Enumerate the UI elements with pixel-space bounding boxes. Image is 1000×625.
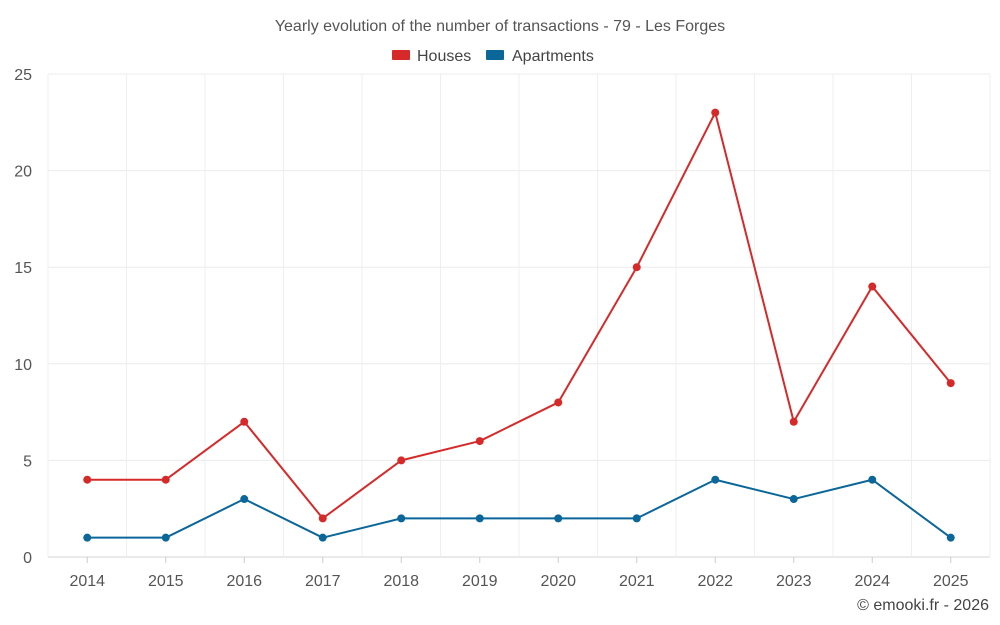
apartments-point-2021[interactable] [632, 514, 641, 523]
houses-series-line [87, 111, 952, 520]
y-tick-label: 5 [23, 453, 32, 470]
apartments-series-line [87, 478, 952, 539]
y-tick-label: 0 [23, 550, 32, 567]
legend-houses-swatch [392, 50, 410, 60]
houses-point-2014[interactable] [83, 475, 92, 484]
houses-point-2022[interactable] [711, 108, 720, 117]
legend: Houses Apartments [392, 48, 594, 65]
houses-point-2019[interactable] [475, 437, 484, 446]
apartments-point-2014[interactable] [83, 533, 92, 542]
houses-point-2025[interactable] [946, 379, 955, 388]
series-layer [83, 108, 955, 542]
houses-point-2024[interactable] [868, 282, 877, 291]
apartments-point-2015[interactable] [161, 533, 170, 542]
x-tick-label: 2018 [383, 573, 419, 590]
x-tick-label: 2025 [933, 573, 969, 590]
x-tick-label: 2021 [619, 573, 655, 590]
apartments-point-2024[interactable] [868, 475, 877, 484]
apartments-point-2025[interactable] [946, 533, 955, 542]
houses-point-2023[interactable] [789, 417, 798, 426]
x-tick-label: 2023 [776, 573, 812, 590]
chart-title: Yearly evolution of the number of transa… [275, 18, 725, 35]
houses-point-2017[interactable] [318, 514, 327, 523]
x-tick-label: 2015 [148, 573, 184, 590]
apartments-point-2018[interactable] [397, 514, 406, 523]
legend-apartments-swatch [486, 50, 504, 60]
x-tick-label: 2019 [462, 573, 498, 590]
x-tick-label: 2022 [697, 573, 733, 590]
y-tick-label: 20 [14, 164, 32, 181]
x-axis: 2014 2015 2016 2017 2018 2019 2020 2021 2022 2023… [69, 557, 969, 590]
houses-point-2016[interactable] [240, 417, 249, 426]
legend-apartments-label: Apartments [512, 48, 594, 65]
houses-point-2015[interactable] [161, 475, 170, 484]
apartments-point-2020[interactable] [554, 514, 563, 523]
apartments-point-2023[interactable] [789, 495, 798, 504]
x-tick-label: 2017 [305, 573, 341, 590]
apartments-point-2017[interactable] [318, 533, 327, 542]
y-tick-label: 10 [14, 357, 32, 374]
apartments-point-2022[interactable] [711, 475, 720, 484]
grid [47, 73, 991, 558]
houses-point-2018[interactable] [397, 456, 406, 465]
y-tick-label: 25 [14, 67, 32, 84]
footer-credit: © emooki.fr - 2026 [857, 597, 989, 614]
legend-houses-label: Houses [417, 48, 471, 65]
apartments-point-2016[interactable] [240, 495, 249, 504]
houses-point-2020[interactable] [554, 398, 563, 407]
x-tick-label: 2014 [69, 573, 105, 590]
x-tick-label: 2020 [540, 573, 576, 590]
x-tick-label: 2024 [854, 573, 890, 590]
houses-point-2021[interactable] [632, 263, 641, 272]
y-axis: 0 5 10 15 20 25 [14, 67, 32, 567]
x-tick-label: 2016 [226, 573, 262, 590]
apartments-point-2019[interactable] [475, 514, 484, 523]
y-tick-label: 15 [14, 260, 32, 277]
